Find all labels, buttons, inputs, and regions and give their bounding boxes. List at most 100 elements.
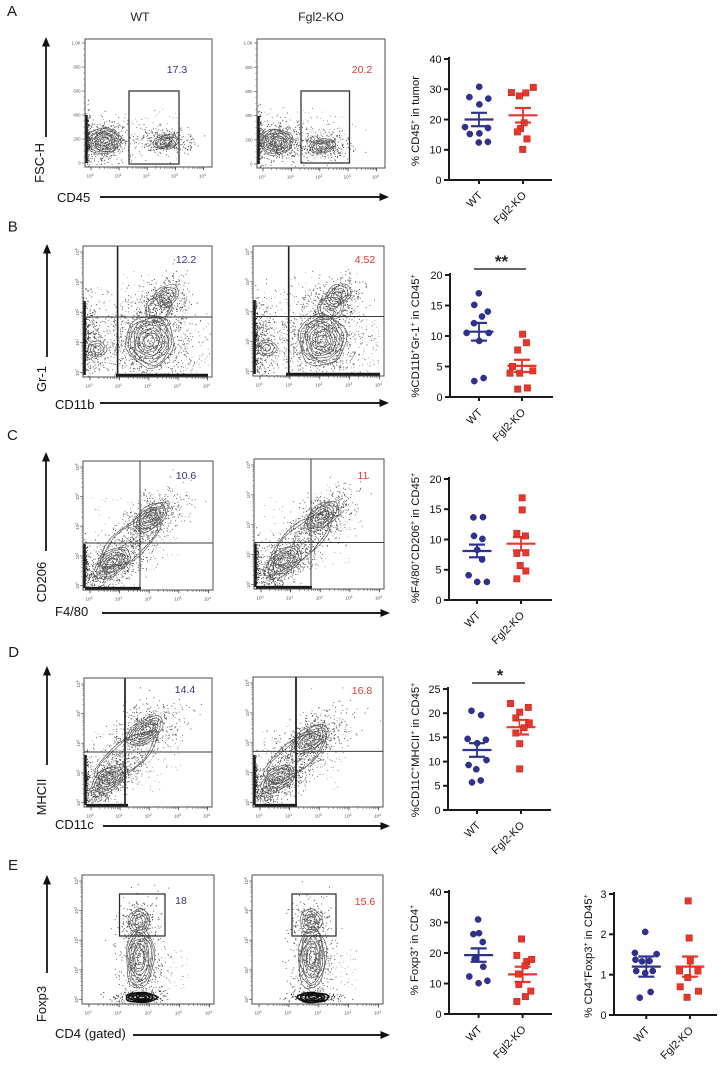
svg-text:103: 103: [244, 709, 250, 716]
svg-text:0: 0: [436, 392, 442, 404]
svg-text:103: 103: [345, 595, 352, 601]
svg-text:CD45: CD45: [57, 190, 90, 205]
svg-text:101: 101: [73, 966, 79, 973]
svg-text:101: 101: [115, 1010, 122, 1016]
svg-text:F4/80: F4/80: [55, 604, 88, 619]
svg-text:103: 103: [345, 382, 352, 388]
svg-text:103: 103: [74, 278, 80, 285]
svg-text:101: 101: [285, 813, 292, 819]
svg-text:101: 101: [244, 769, 250, 776]
svg-text:102: 102: [314, 1010, 321, 1016]
svg-text:C: C: [7, 427, 18, 444]
svg-text:100: 100: [244, 799, 250, 806]
svg-text:*: *: [497, 666, 504, 685]
svg-text:100: 100: [74, 582, 80, 589]
svg-text:5: 5: [435, 565, 441, 577]
svg-text:102: 102: [143, 173, 150, 179]
svg-text:100: 100: [84, 1010, 91, 1016]
svg-text:103: 103: [171, 173, 178, 179]
svg-text:101: 101: [116, 813, 123, 819]
svg-text:600: 600: [73, 89, 81, 94]
svg-text:17.3: 17.3: [167, 64, 188, 76]
svg-text:200: 200: [245, 137, 253, 142]
svg-text:104: 104: [244, 679, 250, 686]
svg-text:102: 102: [245, 521, 251, 528]
svg-text:Gr-1: Gr-1: [34, 366, 49, 392]
svg-text:100: 100: [85, 383, 92, 389]
svg-text:100: 100: [74, 369, 80, 376]
svg-text:0: 0: [600, 1010, 606, 1022]
svg-text:CD4 (gated): CD4 (gated): [55, 1026, 126, 1041]
svg-text:102: 102: [315, 382, 322, 388]
svg-text:18: 18: [175, 895, 187, 907]
svg-text:104: 104: [245, 461, 251, 468]
svg-text:103: 103: [245, 491, 251, 498]
svg-text:104: 104: [375, 595, 382, 601]
svg-text:103: 103: [243, 907, 249, 914]
svg-text:% Foxp3+ in CD4+: % Foxp3+ in CD4+: [409, 905, 421, 995]
svg-text:104: 104: [74, 248, 80, 255]
svg-text:101: 101: [244, 338, 250, 345]
svg-text:103: 103: [174, 813, 181, 819]
svg-text:100: 100: [75, 799, 81, 806]
svg-text:104: 104: [205, 1010, 212, 1016]
svg-text:104: 104: [75, 680, 81, 687]
svg-text:101: 101: [245, 551, 251, 558]
svg-text:0: 0: [250, 162, 253, 167]
svg-text:102: 102: [145, 596, 152, 602]
svg-text:104: 104: [74, 463, 80, 470]
svg-text:100: 100: [73, 996, 79, 1003]
svg-text:104: 104: [372, 174, 379, 180]
svg-text:103: 103: [74, 493, 80, 500]
svg-text:102: 102: [74, 309, 80, 316]
svg-text:103: 103: [344, 813, 351, 819]
svg-text:100: 100: [254, 1010, 261, 1016]
svg-text:20: 20: [429, 114, 441, 126]
svg-text:B: B: [8, 219, 18, 236]
svg-text:0: 0: [434, 805, 440, 817]
svg-text:30: 30: [429, 917, 441, 929]
svg-text:400: 400: [73, 113, 81, 118]
svg-text:10: 10: [429, 145, 441, 157]
svg-text:102: 102: [74, 523, 80, 530]
svg-text:104: 104: [374, 1010, 381, 1016]
svg-text:600: 600: [245, 89, 253, 94]
svg-text:104: 104: [203, 813, 210, 819]
svg-text:104: 104: [199, 173, 206, 179]
svg-text:103: 103: [73, 907, 79, 914]
svg-text:104: 104: [244, 248, 250, 255]
svg-text:101: 101: [115, 173, 122, 179]
svg-text:1.0K: 1.0K: [244, 41, 253, 46]
svg-text:10.6: 10.6: [176, 470, 197, 482]
svg-text:40: 40: [429, 887, 441, 899]
svg-text:CD11c: CD11c: [55, 817, 94, 832]
svg-text:103: 103: [75, 710, 81, 717]
svg-text:102: 102: [75, 740, 81, 747]
svg-text:WT: WT: [130, 10, 150, 24]
svg-text:104: 104: [73, 877, 79, 884]
svg-text:CD206: CD206: [34, 562, 49, 602]
svg-text:103: 103: [174, 596, 181, 602]
svg-text:103: 103: [244, 278, 250, 285]
svg-text:103: 103: [344, 174, 351, 180]
svg-text:10: 10: [428, 756, 440, 768]
svg-text:103: 103: [175, 1010, 182, 1016]
svg-text:Foxp3: Foxp3: [34, 986, 49, 1022]
svg-text:102: 102: [244, 308, 250, 315]
svg-text:104: 104: [243, 877, 249, 884]
svg-text:101: 101: [74, 552, 80, 559]
svg-text:102: 102: [244, 739, 250, 746]
svg-text:100: 100: [86, 173, 93, 179]
svg-text:20.2: 20.2: [352, 64, 373, 76]
svg-text:101: 101: [286, 595, 293, 601]
svg-text:100: 100: [255, 813, 262, 819]
svg-text:1.0K: 1.0K: [72, 41, 81, 46]
svg-text:20: 20: [430, 270, 442, 282]
svg-text:100: 100: [256, 595, 263, 601]
svg-text:FSC-H: FSC-H: [32, 143, 47, 183]
svg-text:5: 5: [434, 781, 440, 793]
svg-text:101: 101: [115, 383, 122, 389]
svg-text:101: 101: [74, 339, 80, 346]
svg-text:CD11b: CD11b: [55, 397, 95, 412]
svg-text:%CD11C+MHCII+ in CD45+: %CD11C+MHCII+ in CD45+: [410, 683, 422, 818]
